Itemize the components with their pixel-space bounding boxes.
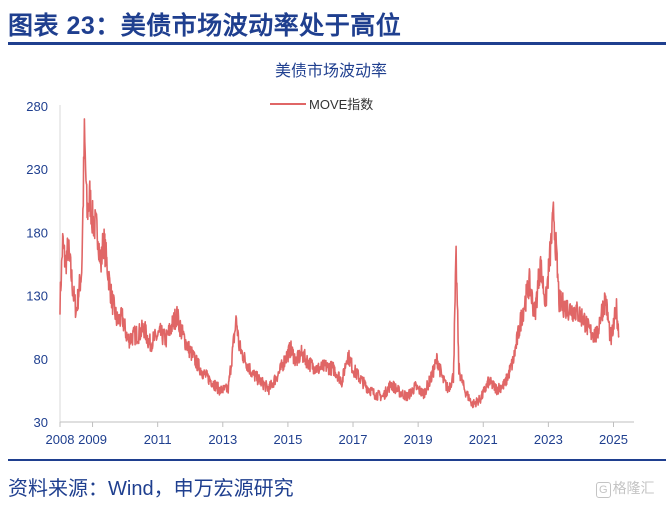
x-tick-label: 2009: [78, 432, 107, 447]
x-tick-label: 2021: [469, 432, 498, 447]
y-tick-label: 80: [34, 352, 48, 367]
y-tick-label: 130: [26, 289, 48, 304]
y-axis-ticks: 280 230 180 130 80 30: [26, 99, 48, 430]
x-tick-label: 2008: [46, 432, 75, 447]
x-axis-ticks: 2008 2009 2011 2013 2015 2017 2019 2021 2023 2025: [46, 422, 628, 447]
figure-title: 图表 23：美债市场波动率处于高位: [8, 12, 402, 40]
y-tick-label: 180: [26, 225, 48, 240]
y-tick-label: 30: [34, 415, 48, 430]
x-tick-label: 2023: [534, 432, 563, 447]
series-line-move-index: [59, 118, 620, 409]
series-layer: [59, 118, 620, 409]
move-index-chart: 美债市场波动率 MOVE指数 280 230 180 130 80 30 2008 2009…: [26, 62, 634, 447]
x-tick-label: 2015: [273, 432, 302, 447]
legend: MOVE指数: [270, 97, 373, 112]
x-tick-label: 2017: [339, 432, 368, 447]
x-tick-label: 2019: [404, 432, 433, 447]
x-tick-label: 2011: [144, 432, 172, 447]
watermark-logo: G: [596, 482, 611, 498]
watermark: G 格隆汇: [596, 478, 655, 498]
chart-title: 美债市场波动率: [275, 62, 387, 80]
watermark-text: 格隆汇: [612, 480, 655, 496]
x-tick-label: 2025: [599, 432, 628, 447]
y-tick-label: 230: [26, 162, 48, 177]
footer-divider: [8, 459, 666, 461]
title-underline: [8, 42, 666, 45]
y-tick-label: 280: [26, 99, 48, 114]
legend-label: MOVE指数: [309, 97, 373, 112]
source-note: 资料来源：Wind，申万宏源研究: [8, 478, 294, 500]
x-tick-label: 2013: [208, 432, 237, 447]
